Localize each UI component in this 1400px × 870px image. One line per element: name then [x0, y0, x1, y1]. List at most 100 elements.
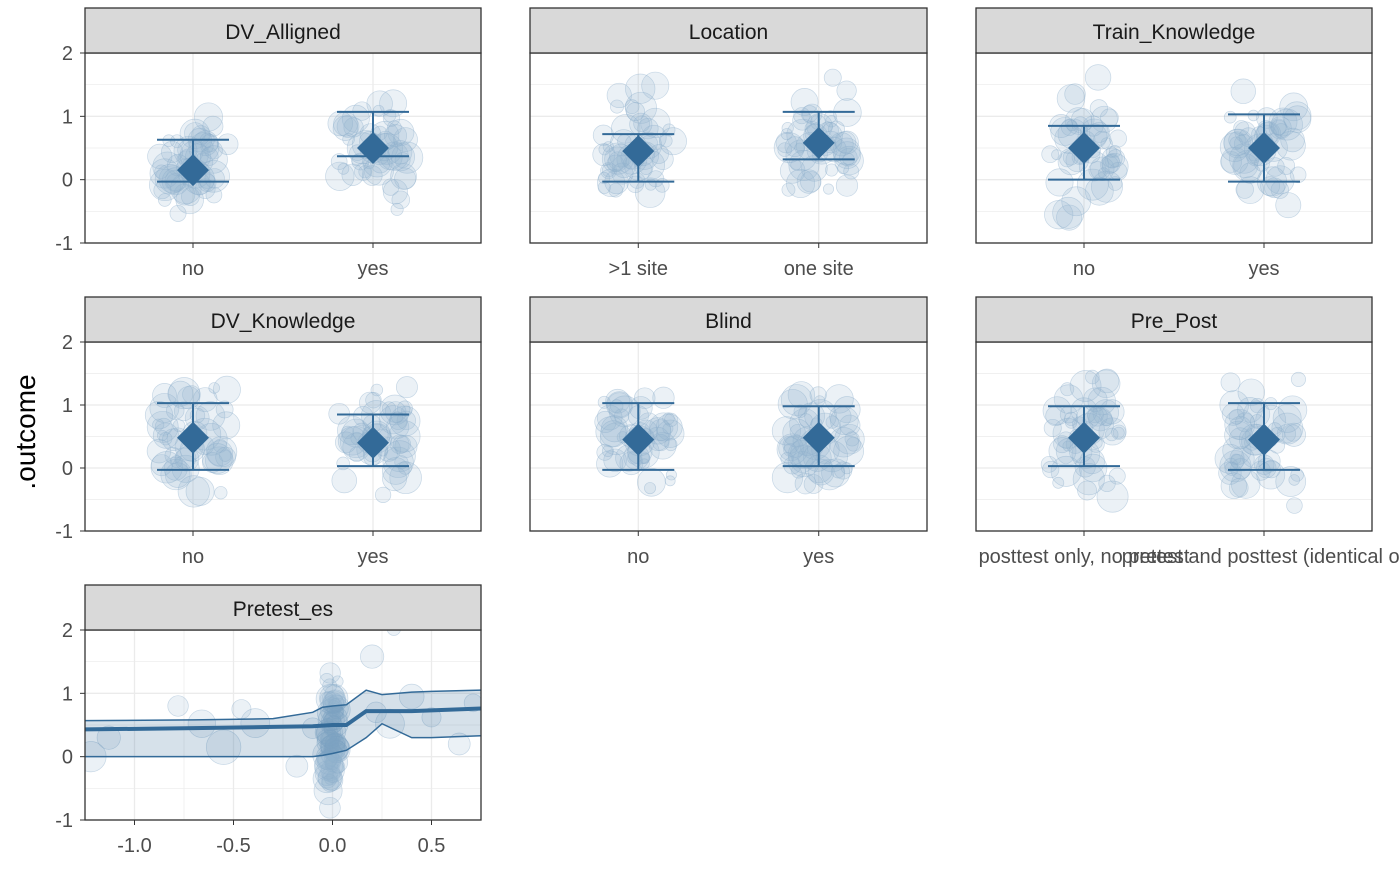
- observation-point: [1235, 412, 1255, 433]
- observation-point: [1100, 413, 1113, 427]
- observation-point: [1098, 417, 1127, 446]
- observation-point: [649, 412, 679, 442]
- observation-point: [836, 80, 857, 101]
- observation-point: [641, 71, 670, 100]
- observation-point: [1064, 411, 1079, 426]
- observation-point: [1282, 101, 1312, 131]
- observation-point: [825, 415, 839, 429]
- observation-point: [173, 183, 196, 206]
- facet-strip: [529, 296, 928, 343]
- observation-point: [649, 419, 672, 442]
- observation-point: [214, 486, 228, 500]
- observation-point: [780, 384, 813, 416]
- observation-point: [606, 392, 633, 418]
- observation-point: [1238, 127, 1259, 148]
- observation-point: [1108, 145, 1122, 158]
- observation-point: [834, 423, 865, 455]
- x-tick-label: -0.5: [216, 835, 250, 857]
- observation-point: [337, 415, 367, 446]
- observation-point: [1271, 412, 1304, 445]
- observation-point: [187, 709, 216, 738]
- observation-point: [596, 168, 626, 198]
- observation-point: [170, 134, 184, 149]
- observation-point: [1050, 455, 1082, 487]
- observation-point: [822, 122, 839, 139]
- observation-point: [639, 452, 651, 464]
- observation-point: [374, 486, 392, 504]
- estimate-diamond: [622, 135, 655, 168]
- observation-point: [331, 467, 358, 494]
- observation-point: [195, 401, 226, 431]
- y-tick-label: 0: [62, 458, 73, 480]
- observation-point: [1098, 167, 1110, 179]
- observation-point: [1214, 443, 1245, 474]
- observation-point: [319, 797, 341, 819]
- observation-point: [382, 178, 400, 196]
- observation-point: [192, 387, 218, 412]
- observation-point: [1084, 64, 1112, 91]
- observation-point: [834, 131, 857, 154]
- facet-strip: [975, 296, 1373, 343]
- observation-point: [664, 475, 676, 487]
- confidence-ribbon: [85, 690, 481, 757]
- observation-point: [323, 751, 342, 770]
- observation-point: [794, 472, 817, 495]
- observation-point: [1043, 418, 1062, 437]
- observation-point: [205, 436, 238, 468]
- observation-point: [1108, 467, 1126, 485]
- observation-point: [395, 376, 418, 399]
- observation-point: [647, 170, 665, 188]
- observation-point: [342, 133, 355, 146]
- observation-point: [1060, 382, 1075, 397]
- x-tick-label: no: [182, 546, 204, 568]
- facet-strip-label: Pre_Post: [1131, 310, 1218, 333]
- observation-point: [1088, 121, 1110, 143]
- observation-point: [168, 377, 201, 410]
- observation-point: [331, 759, 346, 774]
- y-tick-label: 0: [62, 170, 73, 192]
- observation-point: [1256, 460, 1286, 490]
- observation-point: [330, 733, 344, 747]
- facet-strip: [84, 584, 482, 631]
- observation-point: [161, 140, 184, 163]
- observation-point: [640, 107, 671, 139]
- observation-point: [1050, 117, 1080, 146]
- observation-point: [324, 684, 344, 705]
- observation-point: [600, 415, 628, 443]
- observation-point: [822, 183, 835, 195]
- observation-point: [386, 630, 401, 636]
- observation-point: [172, 419, 186, 433]
- observation-point: [787, 439, 817, 469]
- observation-point: [96, 725, 121, 750]
- facet-strip-label: Blind: [705, 310, 752, 333]
- observation-point: [777, 142, 793, 157]
- observation-point: [1100, 155, 1119, 175]
- observation-point: [1077, 480, 1097, 501]
- observation-point: [1105, 146, 1118, 158]
- x-tick-label: yes: [1248, 258, 1279, 280]
- observation-point: [447, 732, 471, 756]
- observation-point: [200, 134, 219, 153]
- observation-point: [316, 729, 337, 750]
- panel-content: [592, 68, 864, 208]
- observation-point: [1072, 463, 1105, 496]
- observation-point: [605, 391, 634, 419]
- observation-point: [1239, 162, 1261, 184]
- observation-point: [175, 185, 204, 215]
- facet-panel-pretest-es: -1.0 -0.5 0.0 0.5 Pretest_es -1 0 1 2: [55, 584, 482, 857]
- facet-panel-blind: no yes Blind: [529, 296, 928, 568]
- y-axis-title: .outcome: [10, 374, 41, 489]
- observation-point: [317, 765, 343, 791]
- observation-point: [1218, 461, 1242, 485]
- observation-point: [146, 410, 179, 443]
- observation-point: [202, 452, 223, 473]
- facet-strip: [529, 7, 928, 54]
- observation-point: [391, 141, 424, 174]
- observation-point: [1256, 457, 1277, 479]
- estimate-line: [85, 706, 481, 732]
- observation-point: [1275, 192, 1302, 219]
- x-tick-label: yes: [803, 546, 834, 568]
- observation-point: [606, 154, 624, 172]
- observation-point: [384, 401, 407, 423]
- facet-strip-label: DV_Knowledge: [211, 310, 356, 333]
